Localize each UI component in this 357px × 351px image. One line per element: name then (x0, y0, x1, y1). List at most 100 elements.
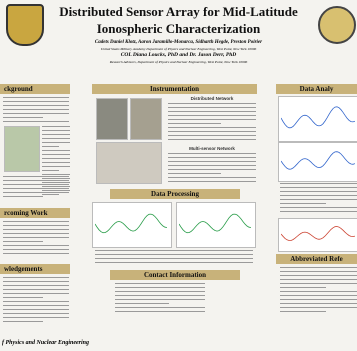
instrument-photo (96, 142, 162, 184)
text-line (168, 173, 221, 174)
text-line (280, 195, 357, 196)
text-line (3, 313, 69, 314)
graph-curve (179, 208, 251, 240)
text-line (280, 287, 326, 288)
text-line (115, 295, 205, 296)
text-line (168, 131, 256, 132)
text-line (3, 309, 69, 310)
text-line (168, 115, 256, 116)
text-line (280, 267, 357, 268)
text-line (280, 207, 357, 208)
text-line (3, 196, 43, 197)
text-line (42, 138, 70, 139)
text-line (168, 153, 256, 154)
text-line (168, 135, 256, 136)
text-line (168, 165, 256, 166)
section-header: Contact Information (110, 270, 240, 280)
text-line (3, 121, 69, 122)
logo-left (6, 4, 44, 46)
text-line (42, 150, 70, 151)
text-line (3, 237, 69, 238)
text-line (168, 181, 256, 182)
graph-curve (281, 146, 355, 176)
subheading: Multi-sensor Network (168, 146, 256, 151)
text-line (168, 161, 256, 162)
text-line (168, 103, 256, 104)
text-line (115, 311, 205, 312)
text-line (280, 299, 357, 300)
text-line (168, 177, 256, 178)
text-line (168, 119, 256, 120)
text-line (115, 283, 205, 284)
graph-curve (281, 222, 355, 246)
text-line (42, 134, 70, 135)
advisors: COL Diana Loucks, PhD and Dr. Jason Derr… (40, 52, 317, 58)
text-line (3, 233, 69, 234)
text-line (115, 287, 205, 288)
text-line (3, 321, 43, 322)
text-line (42, 194, 59, 195)
text-line (42, 170, 59, 171)
text-line (42, 162, 70, 163)
map-image (4, 126, 40, 172)
text-line (3, 293, 69, 294)
text-line (280, 203, 326, 204)
text-line (95, 258, 253, 259)
text-line (42, 142, 70, 143)
logo-right (318, 6, 356, 44)
text-line (3, 245, 69, 246)
text-line (280, 291, 357, 292)
graph-curve (281, 100, 355, 136)
text-line (3, 97, 69, 98)
text-line (3, 117, 43, 118)
text-line (3, 225, 69, 226)
text-line (280, 283, 357, 284)
text-line (115, 291, 205, 292)
text-line (168, 107, 256, 108)
text-line (95, 262, 253, 263)
subheading: Distributed Network (168, 96, 256, 101)
text-line (3, 281, 69, 282)
text-line (3, 184, 69, 185)
text-line (3, 105, 69, 106)
text-line (280, 183, 357, 184)
authors: Cadets Daniel Klotz, Aaron Jaramillo-Mon… (40, 40, 317, 45)
text-line (280, 187, 357, 188)
section-header: Data Processing (110, 189, 240, 199)
text-line (3, 253, 69, 254)
text-line (280, 211, 357, 212)
instrument-photo (130, 98, 162, 140)
footer: f Physics and Nuclear Engineering (2, 340, 89, 346)
text-line (95, 250, 253, 251)
poster: Distributed Sensor Array for Mid-Latitud… (0, 0, 357, 351)
text-line (168, 111, 256, 112)
text-line (168, 127, 256, 128)
section-header: ckground (0, 84, 70, 94)
text-line (168, 123, 221, 124)
text-line (95, 254, 253, 255)
text-line (42, 158, 70, 159)
graph-curve (95, 208, 167, 240)
text-line (3, 113, 69, 114)
text-line (42, 154, 70, 155)
text-line (3, 101, 69, 102)
text-line (3, 277, 69, 278)
text-line (3, 221, 69, 222)
text-line (280, 307, 357, 308)
text-line (42, 130, 70, 131)
text-line (3, 188, 69, 189)
text-line (3, 176, 69, 177)
title: Ionospheric Characterization (40, 21, 317, 37)
section-header: Instrumentation (92, 84, 257, 94)
text-line (3, 192, 69, 193)
section-header: Data Analy (276, 84, 357, 94)
text-line (280, 295, 357, 296)
section-header: wledgements (0, 264, 70, 274)
text-line (168, 139, 256, 140)
text-line (115, 299, 205, 300)
text-line (42, 126, 70, 127)
instrument-photo (96, 98, 128, 140)
text-line (280, 303, 357, 304)
text-line (280, 199, 357, 200)
text-line (3, 317, 69, 318)
